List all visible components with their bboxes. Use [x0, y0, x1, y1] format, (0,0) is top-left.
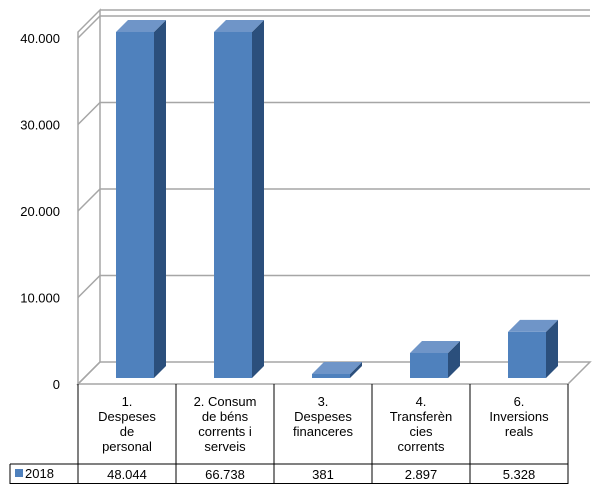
- bars: [116, 20, 558, 378]
- bar-front: [312, 374, 350, 378]
- data-label: 66.738: [205, 467, 245, 482]
- bar-front: [508, 331, 546, 378]
- y-tick-label: 10.000: [20, 291, 60, 306]
- bar-top: [116, 20, 166, 32]
- gridlines: [77, 9, 590, 299]
- category-label: 3. Despeses financeres: [293, 394, 353, 439]
- y-tick-label: 40.000: [20, 31, 60, 46]
- bar: [508, 319, 558, 378]
- bar-top: [214, 20, 264, 32]
- bar-front: [116, 32, 154, 378]
- data-label: 2.897: [405, 467, 438, 482]
- y-tick-label: 0: [53, 377, 60, 392]
- bar: [312, 362, 362, 378]
- bar: [214, 20, 264, 378]
- data-label: 48.044: [107, 467, 147, 482]
- gridline: [77, 188, 590, 212]
- bar-side: [350, 362, 362, 378]
- bar-top: [312, 362, 362, 374]
- data-label: 381: [312, 467, 334, 482]
- bar-front: [214, 32, 252, 378]
- bar-side: [546, 319, 558, 378]
- data-label: 5.328: [503, 467, 536, 482]
- data-table: 1. Despeses de personal 2. Consum de béns corr…: [9, 384, 569, 484]
- category-label: 4. Transferèn cies corrents: [390, 394, 452, 454]
- legend-label: 2018: [25, 466, 54, 481]
- category-label: 2. Consum de béns corrents i serveis: [194, 394, 257, 454]
- bar-side: [448, 340, 460, 378]
- legend-key: [15, 469, 23, 477]
- floor: [76, 361, 592, 385]
- bar-front: [410, 352, 448, 378]
- y-tick-label: 20.000: [20, 204, 60, 219]
- gridline: [77, 15, 590, 39]
- bar-side: [154, 20, 166, 378]
- gridline: [77, 101, 590, 126]
- y-axis-ticks: 0 10.000 20.000 30.000 40.000: [20, 31, 60, 392]
- category-label: 6. Inversions reals: [489, 394, 549, 439]
- bar-top: [410, 340, 460, 353]
- gridline: [77, 274, 590, 299]
- y-tick-label: 30.000: [20, 118, 60, 133]
- side-wall: [77, 8, 101, 386]
- category-label: 1. Despeses de personal: [98, 394, 156, 454]
- bar-top: [508, 319, 558, 332]
- bar: [410, 340, 460, 378]
- bar-side: [252, 20, 264, 378]
- bar: [116, 20, 166, 378]
